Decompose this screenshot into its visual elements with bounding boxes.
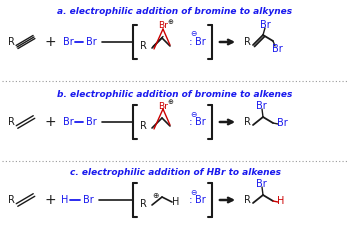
Text: H: H — [172, 197, 180, 207]
Text: +: + — [44, 193, 56, 207]
Text: Br: Br — [195, 195, 205, 205]
Text: :: : — [189, 195, 193, 205]
Text: Br: Br — [276, 118, 287, 128]
Text: ⊕: ⊕ — [167, 99, 173, 105]
Text: Br: Br — [272, 44, 282, 54]
Text: Br: Br — [158, 21, 168, 31]
Text: ⊖: ⊖ — [190, 188, 196, 197]
Text: H: H — [277, 196, 285, 206]
Text: H: H — [61, 195, 69, 205]
Text: Br: Br — [260, 20, 270, 30]
Text: Br: Br — [86, 37, 96, 47]
Text: a. electrophilic addition of bromine to alkynes: a. electrophilic addition of bromine to … — [57, 7, 293, 16]
Text: R: R — [8, 37, 15, 47]
Text: c. electrophilic addition of HBr to alkenes: c. electrophilic addition of HBr to alke… — [70, 168, 280, 177]
Text: ⊖: ⊖ — [190, 29, 196, 38]
Text: Br: Br — [195, 37, 205, 47]
Text: Br: Br — [256, 179, 266, 189]
Text: Br: Br — [256, 101, 266, 111]
Text: :: : — [189, 37, 193, 47]
Text: +: + — [44, 35, 56, 49]
Text: +: + — [44, 115, 56, 129]
Text: R: R — [140, 121, 147, 131]
Text: R: R — [244, 37, 251, 47]
Text: R: R — [244, 117, 251, 127]
Text: Br: Br — [158, 102, 168, 111]
Text: Br: Br — [63, 117, 74, 127]
Text: ⊖: ⊖ — [190, 110, 196, 119]
Text: R: R — [140, 41, 147, 51]
Text: b. electrophilic addition of bromine to alkenes: b. electrophilic addition of bromine to … — [57, 90, 293, 99]
Text: Br: Br — [83, 195, 93, 205]
Text: :: : — [189, 117, 193, 127]
Text: Br: Br — [195, 117, 205, 127]
Text: R: R — [244, 195, 251, 205]
Text: Br: Br — [86, 117, 96, 127]
Text: R: R — [140, 199, 147, 209]
Text: R: R — [8, 195, 15, 205]
Text: ⊕: ⊕ — [167, 19, 173, 25]
Text: R: R — [8, 117, 15, 127]
Text: ⊕: ⊕ — [152, 191, 158, 200]
Text: Br: Br — [63, 37, 74, 47]
